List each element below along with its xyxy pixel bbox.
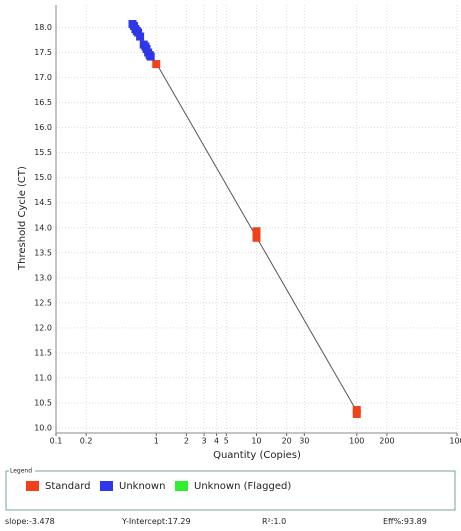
point [152, 60, 161, 69]
y-tick-label: 16.0 [34, 123, 52, 132]
x-axis-label: Quantity (Copies) [213, 450, 301, 461]
legend-box [5, 470, 456, 511]
y-tick-label: 13.0 [34, 273, 52, 282]
x-tick-label: 20 [282, 437, 292, 446]
fit-stat-label: Eff%: [383, 517, 404, 526]
y-tick-label: 11.0 [34, 373, 52, 382]
y-tick-label: 10.5 [34, 398, 52, 407]
y-tick-label: 15.0 [34, 173, 52, 182]
point [352, 409, 361, 418]
point [136, 32, 145, 41]
x-tick-label: 100 [449, 437, 461, 446]
fit-stat-label: slope: [5, 517, 29, 526]
y-tick-label: 14.0 [34, 223, 52, 232]
legend-label: Unknown [119, 481, 165, 492]
y-axis-label: Threshold Cycle (CT) [17, 166, 28, 271]
x-tick-label: 5 [224, 437, 229, 446]
x-tick-label: 1 [154, 437, 159, 446]
y-tick-label: 12.0 [34, 323, 52, 332]
y-tick-label: 12.5 [34, 298, 52, 307]
legend-label: Unknown (Flagged) [194, 481, 291, 492]
y-tick-label: 17.5 [34, 48, 52, 57]
fit-stat-label: R²: [262, 517, 273, 526]
x-tick-label: 4 [214, 437, 219, 446]
x-tick-label: 100 [349, 437, 364, 446]
y-tick-label: 13.5 [34, 248, 52, 257]
x-tick-label: 10 [251, 437, 261, 446]
y-tick-label: 17.0 [34, 73, 52, 82]
legend-label: Standard [45, 481, 91, 492]
legend-swatch [100, 481, 113, 491]
fit-stat-value: 93.89 [404, 517, 427, 526]
y-tick-label: 10.0 [34, 423, 52, 432]
fit-stat: Y-Intercept:17.29 [121, 517, 191, 526]
x-tick-label: 2 [184, 437, 189, 446]
y-tick-label: 16.5 [34, 98, 52, 107]
y-tick-label: 14.5 [34, 198, 52, 207]
x-tick-label: 200 [379, 437, 394, 446]
point [252, 233, 261, 242]
fit-stat: Eff%:93.89 [383, 517, 427, 526]
fit-stat-value: 1.0 [273, 517, 286, 526]
legend-swatch [26, 481, 39, 491]
y-tick-label: 15.5 [34, 148, 52, 157]
fit-stat-value: -3.478 [29, 517, 55, 526]
y-tick-label: 11.5 [34, 348, 52, 357]
x-tick-label: 0.2 [80, 437, 93, 446]
x-tick-label: 3 [202, 437, 207, 446]
legend-title-bg [9, 467, 35, 475]
point [252, 227, 261, 236]
point [352, 405, 361, 414]
fit-stat-value: 17.29 [168, 517, 191, 526]
x-tick-label: 0.1 [50, 437, 63, 446]
point [146, 52, 155, 61]
y-tick-label: 18.0 [34, 23, 52, 32]
fit-stat: slope:-3.478 [5, 517, 55, 526]
legend-swatch [175, 481, 188, 491]
legend-title: Legend [10, 468, 32, 475]
point [134, 28, 143, 37]
fit-stat: R²:1.0 [262, 517, 286, 526]
fit-stat-label: Y-Intercept: [121, 517, 168, 526]
x-tick-label: 30 [299, 437, 309, 446]
